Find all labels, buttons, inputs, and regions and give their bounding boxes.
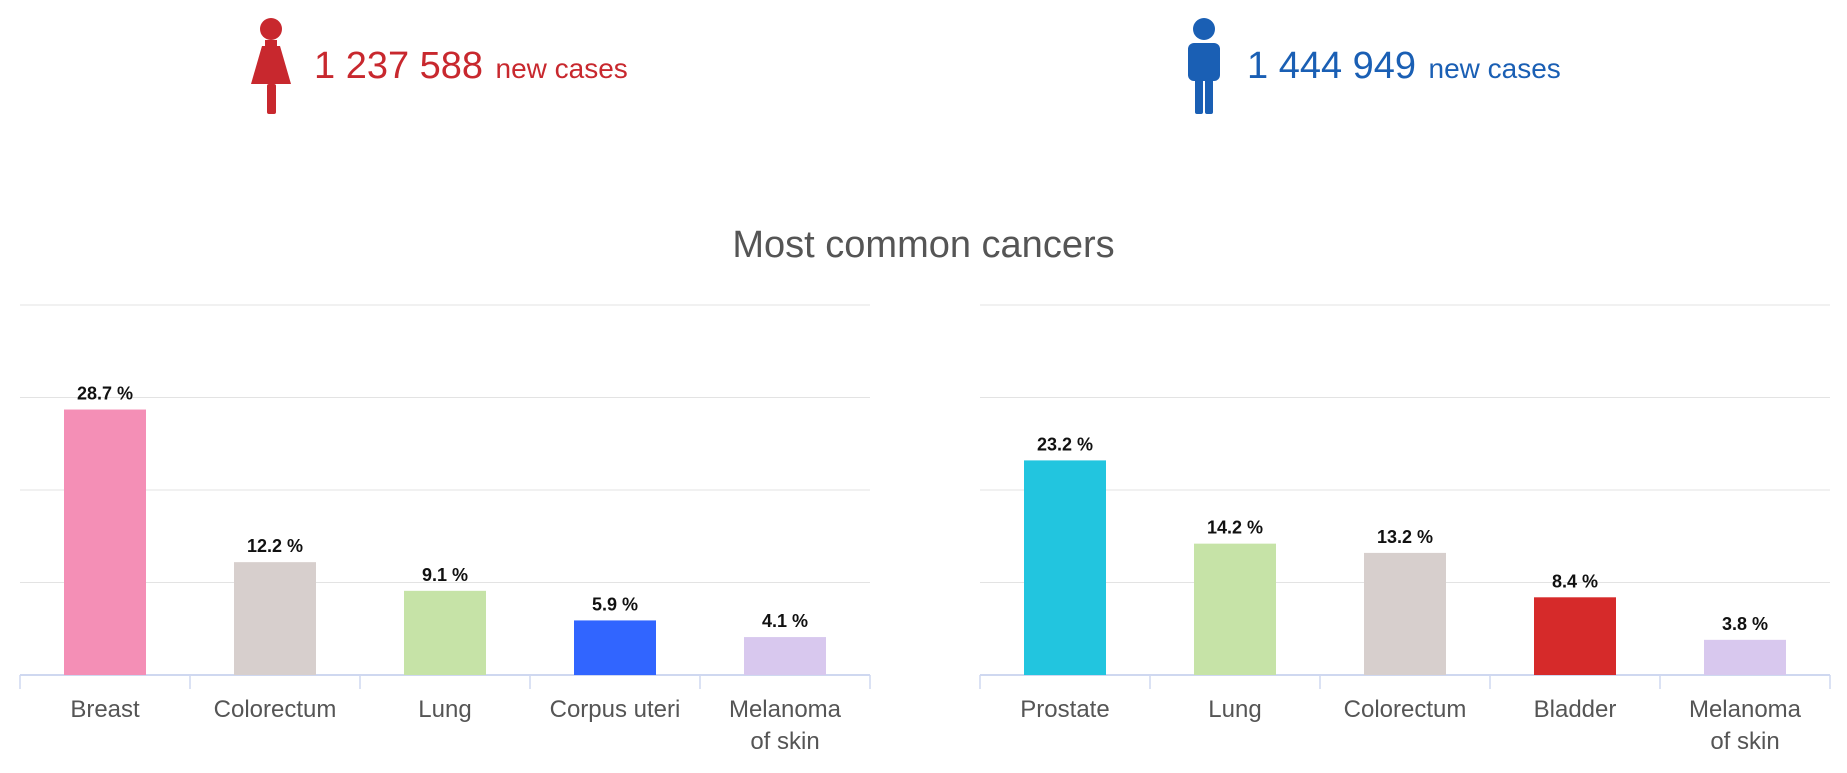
bar-corpus-uteri[interactable] bbox=[574, 620, 656, 675]
bar-prostate[interactable] bbox=[1024, 460, 1106, 675]
bar-colorectum[interactable] bbox=[234, 562, 316, 675]
bar-colorectum[interactable] bbox=[1364, 552, 1446, 675]
female-count: 1 237 588 bbox=[314, 45, 484, 87]
data-label: 4.1 % bbox=[762, 611, 808, 631]
female-new-cases: 1 237 588 new cases bbox=[250, 18, 628, 114]
data-label: 9.1 % bbox=[422, 565, 468, 585]
bar-breast[interactable] bbox=[64, 409, 146, 675]
male-person-icon bbox=[1188, 18, 1220, 114]
category-label: Colorectum bbox=[1344, 696, 1467, 723]
female-person-icon bbox=[251, 18, 291, 114]
data-label: 8.4 % bbox=[1552, 571, 1598, 591]
data-label: 5.9 % bbox=[592, 594, 638, 614]
bar-lung[interactable] bbox=[404, 590, 486, 675]
category-label: Colorectum bbox=[214, 696, 337, 723]
category-label: Melanoma of skin bbox=[729, 696, 842, 755]
male-cancer-chart: 23.2 % Prostate 14.2 % Lung 13.2 % Colorectum… bbox=[979, 304, 1831, 755]
bar-melanoma-of-skin[interactable] bbox=[1704, 639, 1786, 675]
category-label: Lung bbox=[418, 696, 471, 723]
category-label: Prostate bbox=[1020, 696, 1109, 723]
category-label: Lung bbox=[1208, 696, 1261, 723]
male-count-label: new cases bbox=[1428, 53, 1561, 84]
category-label: Breast bbox=[70, 696, 140, 723]
female-cancer-chart: 28.7 % Breast 12.2 % Colorectum 9.1 % Lung 5.9… bbox=[19, 304, 871, 755]
bar-bladder[interactable] bbox=[1534, 597, 1616, 675]
female-count-label: new cases bbox=[495, 53, 628, 84]
data-label: 12.2 % bbox=[247, 536, 303, 556]
data-label: 13.2 % bbox=[1377, 527, 1433, 547]
data-label: 23.2 % bbox=[1037, 434, 1093, 454]
bar-lung[interactable] bbox=[1194, 543, 1276, 675]
male-new-cases: 1 444 949 new cases bbox=[1183, 18, 1561, 114]
data-label: 28.7 % bbox=[77, 384, 133, 404]
category-label: Corpus uteri bbox=[550, 696, 681, 723]
data-label: 14.2 % bbox=[1207, 518, 1263, 538]
category-label: Bladder bbox=[1534, 696, 1617, 723]
bar-melanoma-of-skin[interactable] bbox=[744, 637, 826, 675]
category-label: Melanoma of skin bbox=[1689, 696, 1802, 755]
section-title: Most common cancers bbox=[732, 224, 1115, 266]
male-count: 1 444 949 bbox=[1247, 45, 1417, 87]
data-label: 3.8 % bbox=[1722, 614, 1768, 634]
